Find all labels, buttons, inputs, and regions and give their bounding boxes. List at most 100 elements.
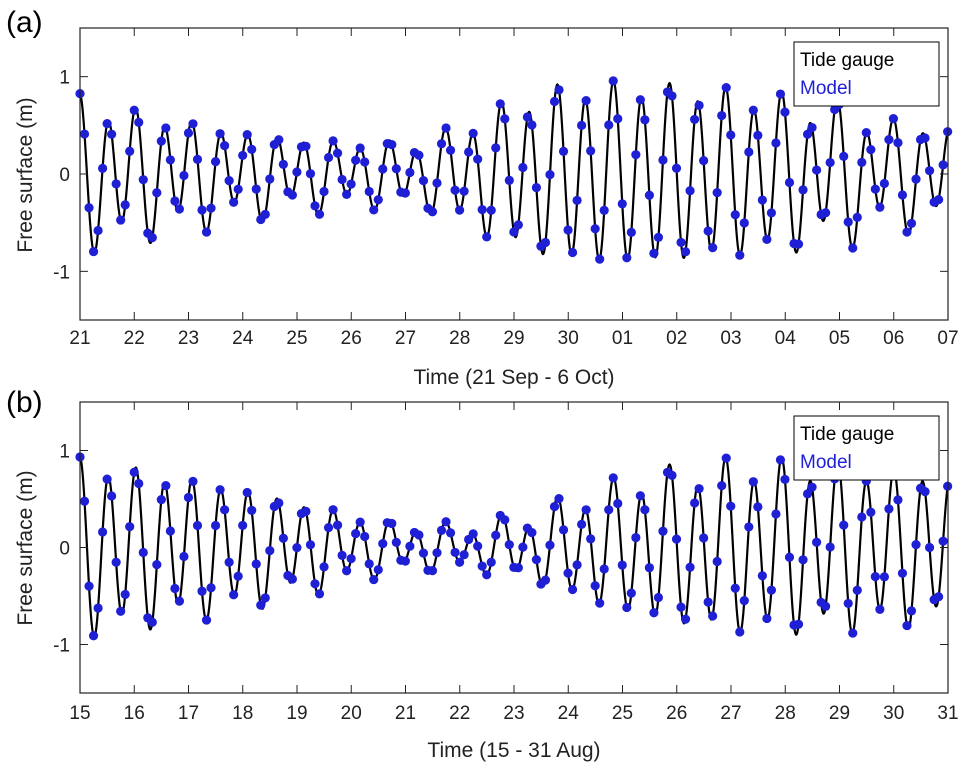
panel-a-model-point [310, 201, 320, 211]
panel-b-model-point [626, 588, 636, 598]
panel-b-model-point [445, 528, 456, 538]
panel-a-model-point [495, 99, 505, 109]
panel-a-model-point [640, 115, 650, 125]
panel-a-model-point [870, 184, 880, 194]
panel-a-model-point [206, 203, 216, 213]
panel-a-model-point [459, 186, 469, 196]
panel-b-model-point [608, 473, 618, 483]
panel-a-model-point [861, 127, 871, 138]
panel-a-model-point [287, 190, 297, 200]
panel-b-model-point [414, 530, 424, 540]
panel-b-model-point [671, 534, 682, 544]
panel-b-model-point [125, 522, 135, 532]
panel-a-model-point [414, 150, 424, 160]
panel-a-model-point [599, 205, 609, 215]
panel-b-model-point [563, 568, 573, 578]
panel-a-model-point [866, 144, 876, 155]
panel-b-model-point [644, 563, 655, 573]
panel-a-xtick-label: 01 [612, 328, 633, 349]
panel-b-model-point [391, 537, 401, 547]
panel-b-xtick-label: 16 [124, 703, 145, 724]
panel-a-model-point [292, 167, 302, 177]
panel-a-model-point [708, 243, 718, 253]
panel-b-legend-box [793, 415, 940, 481]
panel-b-model-point [694, 484, 704, 494]
panel-a-model-point [680, 247, 691, 257]
panel-a-model-point [906, 218, 917, 228]
panel-a-model-point [604, 120, 614, 130]
panel-a-model-point [265, 174, 275, 184]
panel-b-xtick-label: 23 [503, 703, 524, 724]
panel-a: (a) Free surface (m) Time (21 Sep - 6 Oc… [6, 6, 959, 389]
panel-a-model-point [572, 195, 582, 205]
panel-b-model-point [703, 597, 713, 607]
panel-b-model-point [174, 596, 185, 606]
panel-a-model-point [667, 91, 677, 101]
panel-b-model-point [581, 505, 591, 515]
panel-b-model-point [491, 530, 501, 540]
panel-b-model-point [256, 600, 266, 610]
panel-a-model-point [802, 129, 813, 139]
panel-b-model-point [369, 574, 379, 585]
panel-b-xtick-label: 24 [558, 703, 580, 724]
panel-b-model-point [622, 602, 632, 613]
panel-a-xtick-label: 06 [883, 328, 904, 349]
panel-b-model-point [179, 551, 189, 562]
panel-b-model-point [387, 518, 397, 529]
panel-b-model-point [531, 555, 542, 565]
panel-b-model-point [129, 467, 139, 477]
panel-a-model-point [635, 95, 645, 105]
panel-a-model-point [242, 130, 252, 140]
panel-a-model-point [893, 138, 903, 148]
panel-a-model-point [924, 166, 935, 176]
panel-b-model-point [247, 505, 257, 515]
panel-a-model-point [631, 150, 641, 160]
panel-a-xtick-label: 26 [341, 328, 362, 349]
panel-b-model-point [793, 619, 804, 629]
panel-b-tide-gauge-line [79, 455, 950, 638]
panel-a-model-point [653, 232, 664, 242]
panel-b-model-point [301, 506, 311, 516]
panel-a-xlabel: Time (21 Sep - 6 Oct) [413, 366, 614, 389]
panel-a-model-point [197, 205, 207, 215]
panel-a-model-point [84, 203, 94, 213]
panel-b-model-point [572, 560, 582, 570]
panel-a-model-point [455, 205, 465, 215]
panel-a-model-point [201, 227, 212, 237]
panel-a-model-point [210, 157, 221, 167]
panel-b-model-point [459, 550, 469, 560]
panel-b-model-point [721, 453, 731, 463]
panel-a-model-point [364, 186, 374, 197]
panel-a-model-point [577, 120, 587, 130]
panel-b-model-point [635, 491, 645, 501]
panel-a-model-point [812, 165, 822, 175]
panel-b-model-point [233, 571, 243, 581]
panel-a-model-point [464, 147, 474, 157]
panel-a-model-point [432, 178, 442, 188]
panel-b-legend: Tide gauge Model [793, 415, 940, 481]
panel-b-model-point [328, 505, 338, 515]
panel-b-model-point [486, 557, 496, 567]
panel-a-model-point [247, 144, 257, 154]
panel-a-model-point [852, 212, 862, 222]
panel-a-model-point [554, 85, 564, 95]
panel-b-model-point [265, 545, 275, 556]
panel-b-model-point [134, 478, 144, 489]
panel-b-xtick-label: 17 [178, 703, 199, 724]
panel-a-model-point [188, 119, 198, 129]
panel-a-model-point [360, 157, 370, 167]
panel-a-model-point [238, 150, 248, 161]
panel-a-model-point [98, 163, 108, 174]
panel-b-model-point [238, 520, 248, 531]
panel-a-model-point [622, 253, 632, 263]
panel-a-model-point [450, 185, 460, 195]
panel-a-model-point [757, 195, 767, 205]
panel-a-model-point [902, 227, 912, 237]
panel-b-model-point [852, 585, 862, 595]
panel-b-model-point [879, 572, 889, 582]
panel-b-model-point [807, 482, 817, 492]
panel-a-xtick-label: 24 [232, 328, 254, 349]
panel-b-model-point [775, 455, 786, 465]
panel-b-model-point [432, 548, 442, 558]
panel-a-model-point [179, 170, 189, 181]
